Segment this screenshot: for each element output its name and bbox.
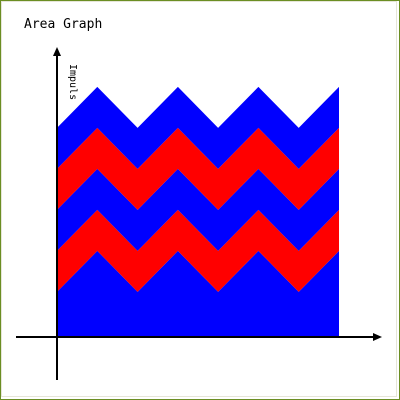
- chart-title: Area Graph: [24, 17, 102, 32]
- y-axis-label: Impuls: [67, 64, 78, 100]
